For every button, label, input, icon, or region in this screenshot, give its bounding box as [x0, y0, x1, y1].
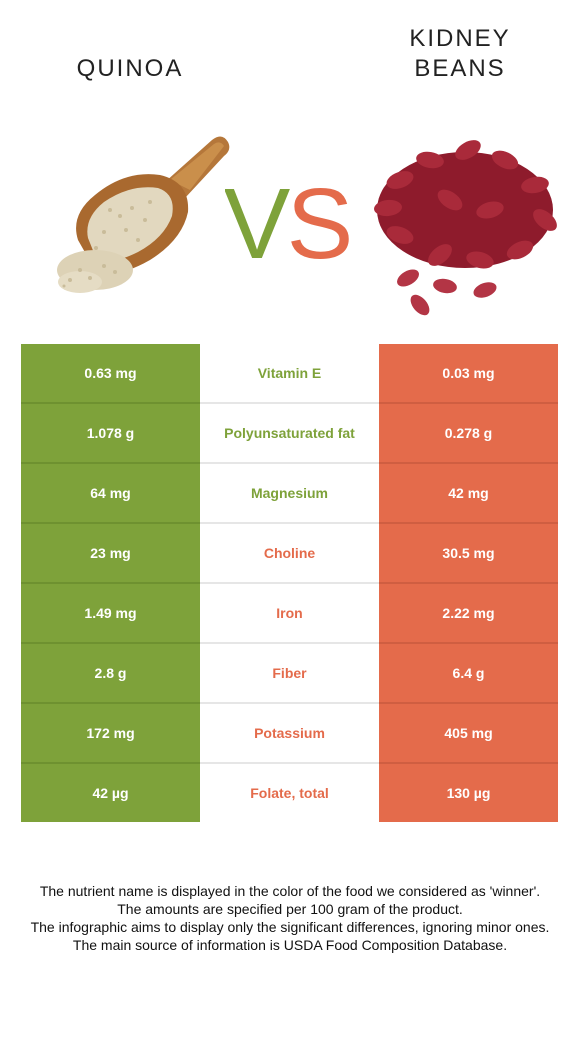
food-images: [57, 136, 557, 316]
nutrient-name: Folate, total: [200, 763, 379, 822]
food-title-kidney-beans-line2: BEANS: [414, 55, 506, 82]
vs-s-letter: S: [287, 168, 354, 270]
food-title-kidney-beans: KIDNEY BEANS: [360, 24, 560, 84]
table-row: 172 mg Potassium 405 mg: [21, 703, 558, 764]
table-row: 1.49 mg Iron 2.22 mg: [21, 583, 558, 644]
food-title-quinoa: QUINOA: [76, 55, 184, 82]
vs-v-letter: V: [225, 168, 291, 270]
footnote: The infographic aims to display only the…: [30, 919, 550, 935]
quinoa-value: 64 mg: [21, 463, 200, 524]
quinoa-value: 42 µg: [21, 763, 200, 822]
nutrient-name: Iron: [200, 583, 379, 644]
table-row: 64 mg Magnesium 42 mg: [21, 463, 558, 524]
kidney-beans-value: 405 mg: [379, 703, 558, 764]
nutrient-comparison-table: 0.63 mg Vitamin E 0.03 mg 1.078 g Polyunsatu…: [21, 344, 558, 822]
kidney-beans-value: 6.4 g: [379, 643, 558, 704]
kidney-beans-value: 0.278 g: [379, 403, 558, 464]
table-row: 2.8 g Fiber 6.4 g: [21, 643, 558, 704]
food-title-kidney-beans-line1: KIDNEY: [409, 25, 511, 52]
footnote: The nutrient name is displayed in the co…: [39, 883, 541, 899]
quinoa-value: 172 mg: [21, 703, 200, 764]
footnote: The amounts are specified per 100 gram o…: [117, 901, 463, 917]
kidney-beans-image: [374, 140, 557, 316]
table-row: 42 µg Folate, total 130 µg: [21, 763, 558, 822]
kidney-beans-value: 30.5 mg: [379, 523, 558, 584]
kidney-beans-value: 0.03 mg: [379, 344, 558, 404]
kidney-beans-value: 130 µg: [379, 763, 558, 822]
quinoa-value: 0.63 mg: [21, 344, 200, 404]
footnote: The main source of information is USDA F…: [72, 937, 508, 953]
quinoa-value: 1.49 mg: [21, 583, 200, 644]
quinoa-value: 1.078 g: [21, 403, 200, 464]
nutrient-name: Polyunsaturated fat: [200, 403, 379, 464]
kidney-beans-value: 2.22 mg: [379, 583, 558, 644]
kidney-beans-value: 42 mg: [379, 463, 558, 524]
nutrient-name: Choline: [200, 523, 379, 584]
footnotes: The nutrient name is displayed in the co…: [18, 882, 562, 954]
quinoa-scoop-image: [57, 136, 230, 293]
vs-badge: V S: [225, 168, 354, 270]
table-row: 1.078 g Polyunsaturated fat 0.278 g: [21, 403, 558, 464]
table-row: 23 mg Choline 30.5 mg: [21, 523, 558, 584]
table-row: 0.63 mg Vitamin E 0.03 mg: [21, 344, 558, 404]
nutrient-name: Fiber: [200, 643, 379, 704]
quinoa-value: 2.8 g: [21, 643, 200, 704]
nutrient-name: Potassium: [200, 703, 379, 764]
quinoa-value: 23 mg: [21, 523, 200, 584]
nutrient-name: Vitamin E: [200, 344, 379, 404]
nutrient-name: Magnesium: [200, 463, 379, 524]
